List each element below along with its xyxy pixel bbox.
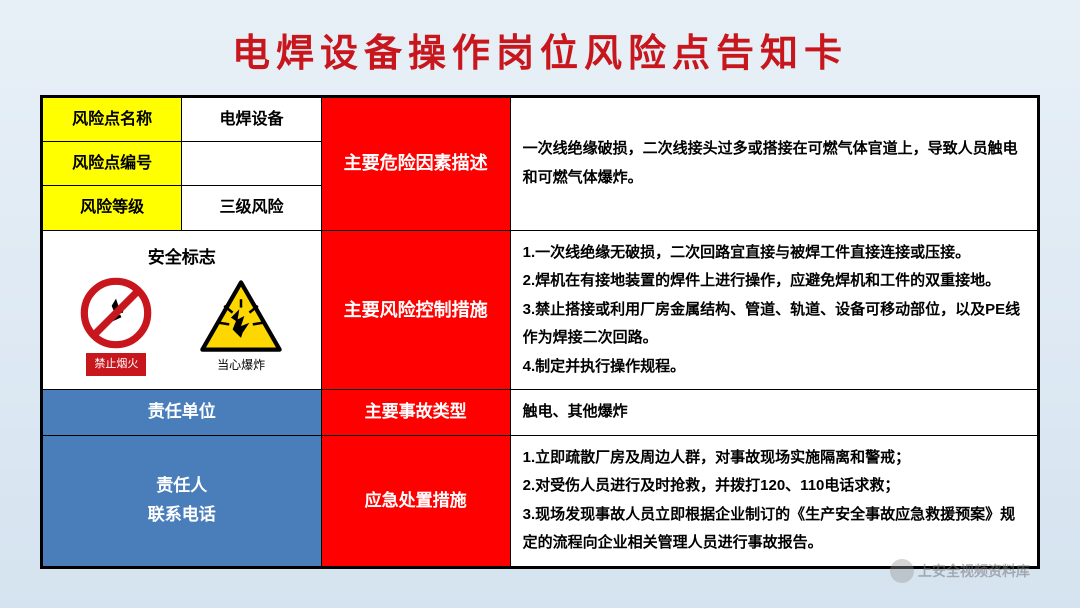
watermark: 上安全视频资料库	[890, 559, 1030, 583]
safety-signs-cell: 安全标志 禁止烟火	[43, 230, 322, 390]
sign-explosion-label: 当心爆炸	[217, 355, 265, 375]
label-resp-unit: 责任单位	[43, 390, 322, 436]
label-risk-code: 风险点编号	[43, 142, 182, 186]
explosion-icon	[199, 279, 283, 353]
sign-explosion: 当心爆炸	[199, 279, 283, 375]
value-risk-name: 电焊设备	[182, 98, 321, 142]
watermark-text: 上安全视频资料库	[918, 561, 1030, 581]
page-title: 电焊设备操作岗位风险点告知卡	[0, 0, 1080, 95]
sign-no-fire-label: 禁止烟火	[86, 353, 146, 376]
risk-card: 风险点名称 电焊设备 主要危险因素描述 一次线绝缘破损，二次线接头过多或搭接在可…	[40, 95, 1040, 569]
label-accident-type: 主要事故类型	[321, 390, 510, 436]
label-safety-signs: 安全标志	[47, 244, 317, 273]
value-risk-code	[182, 142, 321, 186]
sign-no-fire: 禁止烟火	[80, 277, 152, 376]
value-emergency: 1.立即疏散厂房及周边人群，对事故现场实施隔离和警戒； 2.对受伤人员进行及时抢…	[510, 435, 1037, 566]
watermark-icon	[890, 559, 914, 583]
label-control-measures: 主要风险控制措施	[321, 230, 510, 390]
value-hazard-desc: 一次线绝缘破损，二次线接头过多或搭接在可燃气体官道上，导致人员触电和可燃气体爆炸…	[510, 98, 1037, 231]
label-hazard-desc: 主要危险因素描述	[321, 98, 510, 231]
risk-table: 风险点名称 电焊设备 主要危险因素描述 一次线绝缘破损，二次线接头过多或搭接在可…	[42, 97, 1038, 567]
label-risk-level: 风险等级	[43, 186, 182, 230]
value-control-measures: 1.一次线绝缘无破损，二次回路宜直接与被焊工件直接连接或压接。 2.焊机在有接地…	[510, 230, 1037, 390]
no-fire-icon	[80, 277, 152, 349]
label-emergency: 应急处置措施	[321, 435, 510, 566]
label-risk-name: 风险点名称	[43, 98, 182, 142]
value-risk-level: 三级风险	[182, 186, 321, 230]
label-resp-contact: 责任人 联系电话	[43, 435, 322, 566]
value-accident-type: 触电、其他爆炸	[510, 390, 1037, 436]
